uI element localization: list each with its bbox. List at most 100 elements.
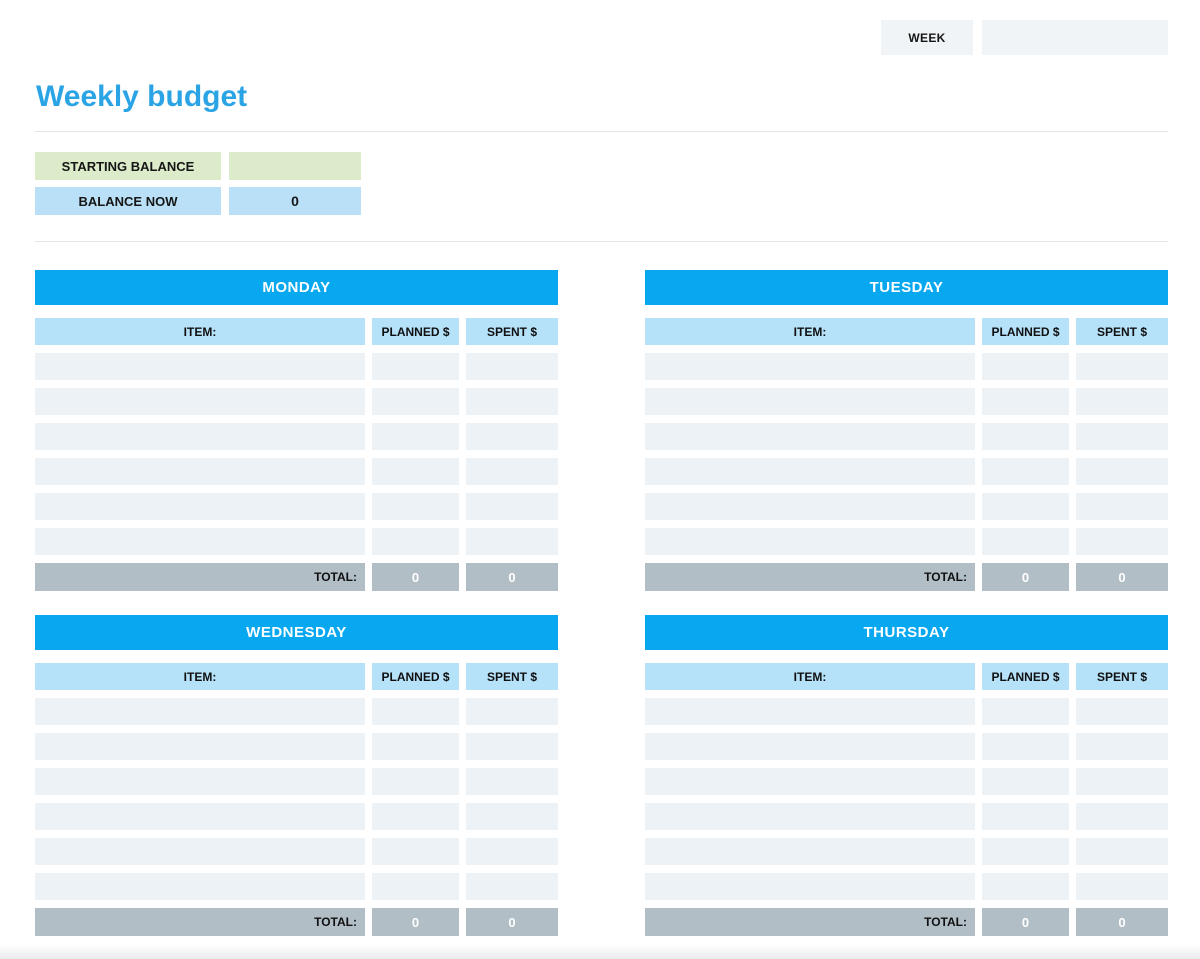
planned-cell[interactable]	[372, 458, 459, 485]
item-cell[interactable]	[35, 698, 365, 725]
spent-cell[interactable]	[466, 388, 558, 415]
week-value-cell[interactable]	[982, 20, 1168, 55]
balance-now-value: 0	[229, 187, 361, 215]
planned-cell[interactable]	[372, 803, 459, 830]
planned-cell[interactable]	[982, 803, 1069, 830]
item-cell[interactable]	[645, 353, 975, 380]
item-cell[interactable]	[35, 493, 365, 520]
item-cell[interactable]	[645, 388, 975, 415]
entry-row	[35, 388, 558, 415]
item-cell[interactable]	[645, 458, 975, 485]
spent-cell[interactable]	[466, 873, 558, 900]
item-cell[interactable]	[645, 528, 975, 555]
item-cell[interactable]	[645, 698, 975, 725]
planned-cell[interactable]	[982, 528, 1069, 555]
starting-balance-cell[interactable]	[229, 152, 361, 180]
planned-column-header: PLANNED $	[982, 663, 1069, 690]
planned-column-header: PLANNED $	[372, 663, 459, 690]
item-cell[interactable]	[35, 353, 365, 380]
spent-cell[interactable]	[466, 493, 558, 520]
item-cell[interactable]	[35, 768, 365, 795]
planned-column-header: PLANNED $	[372, 318, 459, 345]
week-bar: WEEK	[35, 20, 1168, 55]
starting-balance-row: STARTING BALANCE	[35, 152, 1168, 180]
spent-cell[interactable]	[1076, 873, 1168, 900]
planned-cell[interactable]	[372, 733, 459, 760]
spent-cell[interactable]	[1076, 733, 1168, 760]
planned-cell[interactable]	[372, 423, 459, 450]
item-cell[interactable]	[35, 838, 365, 865]
entry-row	[645, 873, 1168, 900]
planned-cell[interactable]	[372, 528, 459, 555]
total-label: TOTAL:	[645, 563, 975, 591]
week-label: WEEK	[881, 20, 973, 55]
planned-cell[interactable]	[982, 458, 1069, 485]
item-cell[interactable]	[35, 528, 365, 555]
spent-cell[interactable]	[1076, 493, 1168, 520]
spent-cell[interactable]	[1076, 768, 1168, 795]
starting-balance-label: STARTING BALANCE	[35, 152, 221, 180]
spent-cell[interactable]	[1076, 528, 1168, 555]
planned-cell[interactable]	[982, 388, 1069, 415]
total-spent-value: 0	[466, 563, 558, 591]
planned-cell[interactable]	[372, 698, 459, 725]
planned-cell[interactable]	[982, 353, 1069, 380]
item-cell[interactable]	[35, 733, 365, 760]
spent-cell[interactable]	[466, 698, 558, 725]
planned-cell[interactable]	[982, 493, 1069, 520]
planned-cell[interactable]	[982, 733, 1069, 760]
item-column-header: ITEM:	[645, 318, 975, 345]
item-cell[interactable]	[645, 423, 975, 450]
item-cell[interactable]	[645, 838, 975, 865]
planned-cell[interactable]	[372, 353, 459, 380]
spent-cell[interactable]	[466, 838, 558, 865]
spent-column-header: SPENT $	[1076, 663, 1168, 690]
planned-cell[interactable]	[982, 838, 1069, 865]
planned-cell[interactable]	[982, 698, 1069, 725]
spent-cell[interactable]	[466, 423, 558, 450]
entry-row	[645, 528, 1168, 555]
item-cell[interactable]	[645, 493, 975, 520]
spent-column-header: SPENT $	[466, 663, 558, 690]
planned-cell[interactable]	[372, 388, 459, 415]
total-label: TOTAL:	[645, 908, 975, 936]
planned-cell[interactable]	[372, 873, 459, 900]
item-cell[interactable]	[645, 873, 975, 900]
spent-cell[interactable]	[1076, 458, 1168, 485]
item-cell[interactable]	[35, 803, 365, 830]
planned-cell[interactable]	[372, 493, 459, 520]
spent-cell[interactable]	[1076, 803, 1168, 830]
spent-cell[interactable]	[1076, 388, 1168, 415]
spent-cell[interactable]	[466, 458, 558, 485]
divider-middle	[35, 241, 1168, 242]
planned-cell[interactable]	[982, 873, 1069, 900]
spent-cell[interactable]	[1076, 423, 1168, 450]
spent-cell[interactable]	[1076, 698, 1168, 725]
planned-column-header: PLANNED $	[982, 318, 1069, 345]
planned-cell[interactable]	[372, 768, 459, 795]
item-cell[interactable]	[35, 458, 365, 485]
entry-row	[35, 838, 558, 865]
item-cell[interactable]	[35, 388, 365, 415]
item-cell[interactable]	[35, 423, 365, 450]
planned-cell[interactable]	[982, 423, 1069, 450]
total-row: TOTAL: 0 0	[645, 908, 1168, 936]
spent-cell[interactable]	[466, 768, 558, 795]
entry-row	[35, 458, 558, 485]
item-cell[interactable]	[645, 803, 975, 830]
spent-cell[interactable]	[1076, 838, 1168, 865]
total-spent-value: 0	[1076, 563, 1168, 591]
item-cell[interactable]	[645, 768, 975, 795]
spent-cell[interactable]	[466, 803, 558, 830]
spent-cell[interactable]	[1076, 353, 1168, 380]
item-cell[interactable]	[645, 733, 975, 760]
spent-cell[interactable]	[466, 733, 558, 760]
spent-cell[interactable]	[466, 528, 558, 555]
planned-cell[interactable]	[982, 768, 1069, 795]
item-cell[interactable]	[35, 873, 365, 900]
entry-row	[645, 388, 1168, 415]
spent-column-header: SPENT $	[1076, 318, 1168, 345]
planned-cell[interactable]	[372, 838, 459, 865]
spent-cell[interactable]	[466, 353, 558, 380]
entry-row	[35, 698, 558, 725]
